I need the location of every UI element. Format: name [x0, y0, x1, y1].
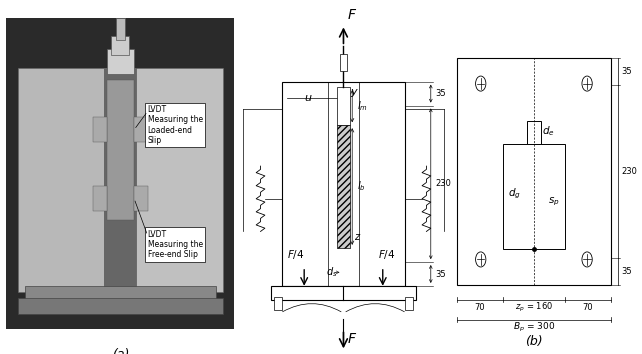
Text: $\mathit{F/4}$: $\mathit{F/4}$ [287, 249, 304, 261]
Bar [93, 118, 107, 142]
Circle shape [582, 252, 592, 267]
Circle shape [582, 76, 592, 91]
Bar [111, 36, 130, 55]
Text: 35: 35 [621, 67, 632, 76]
Text: 70: 70 [583, 303, 593, 312]
Text: $\mathit{F/4}$: $\mathit{F/4}$ [378, 249, 396, 261]
Bar [134, 118, 148, 142]
Bar [18, 68, 105, 292]
Bar [282, 82, 404, 286]
Text: $s_p$: $s_p$ [548, 195, 559, 208]
Bar [136, 68, 223, 292]
Text: 70: 70 [474, 303, 485, 312]
Text: 230: 230 [621, 167, 638, 176]
Bar [18, 298, 223, 314]
Text: 230: 230 [435, 179, 451, 188]
Bar [24, 286, 216, 304]
Text: $\mathit{u}$: $\mathit{u}$ [304, 93, 313, 103]
Bar [272, 286, 415, 299]
Bar [116, 18, 125, 40]
Bar [105, 68, 136, 292]
Text: $d_e$: $d_e$ [542, 124, 555, 138]
Bar [107, 80, 134, 220]
Bar [93, 186, 107, 211]
Bar [503, 144, 565, 250]
Text: (b): (b) [525, 335, 542, 348]
Text: $d_g$: $d_g$ [508, 187, 521, 201]
Circle shape [476, 252, 486, 267]
Text: $B_p$ = 300: $B_p$ = 300 [513, 321, 555, 334]
Bar [337, 87, 350, 125]
Text: 35: 35 [435, 89, 446, 98]
Bar [273, 297, 282, 310]
Text: $\mathit{F}$: $\mathit{F}$ [347, 332, 357, 346]
Text: 35: 35 [435, 269, 446, 279]
Text: $\mathit{z}$: $\mathit{z}$ [354, 232, 361, 242]
Text: $\mathit{y}$: $\mathit{y}$ [350, 87, 359, 99]
Text: (a): (a) [112, 348, 129, 354]
Bar [527, 121, 541, 144]
Text: $\mathit{d_s}$: $\mathit{d_s}$ [326, 266, 338, 279]
Circle shape [476, 76, 486, 91]
Text: LVDT
Measuring the
Loaded-end
Slip: LVDT Measuring the Loaded-end Slip [148, 105, 203, 145]
Text: $\mathit{l_m}$: $\mathit{l_m}$ [356, 99, 367, 113]
Text: 35: 35 [621, 267, 632, 276]
Text: $z_p$ = 160: $z_p$ = 160 [515, 301, 553, 314]
Bar [134, 186, 148, 211]
Text: $\mathit{F}$: $\mathit{F}$ [347, 8, 357, 22]
Bar [404, 297, 413, 310]
Bar [337, 125, 350, 248]
Bar [340, 55, 347, 71]
Text: LVDT
Measuring the
Free-end Slip: LVDT Measuring the Free-end Slip [148, 229, 203, 259]
Bar [456, 58, 611, 285]
Text: $\mathit{l_b}$: $\mathit{l_b}$ [356, 179, 365, 193]
Bar [107, 49, 134, 74]
